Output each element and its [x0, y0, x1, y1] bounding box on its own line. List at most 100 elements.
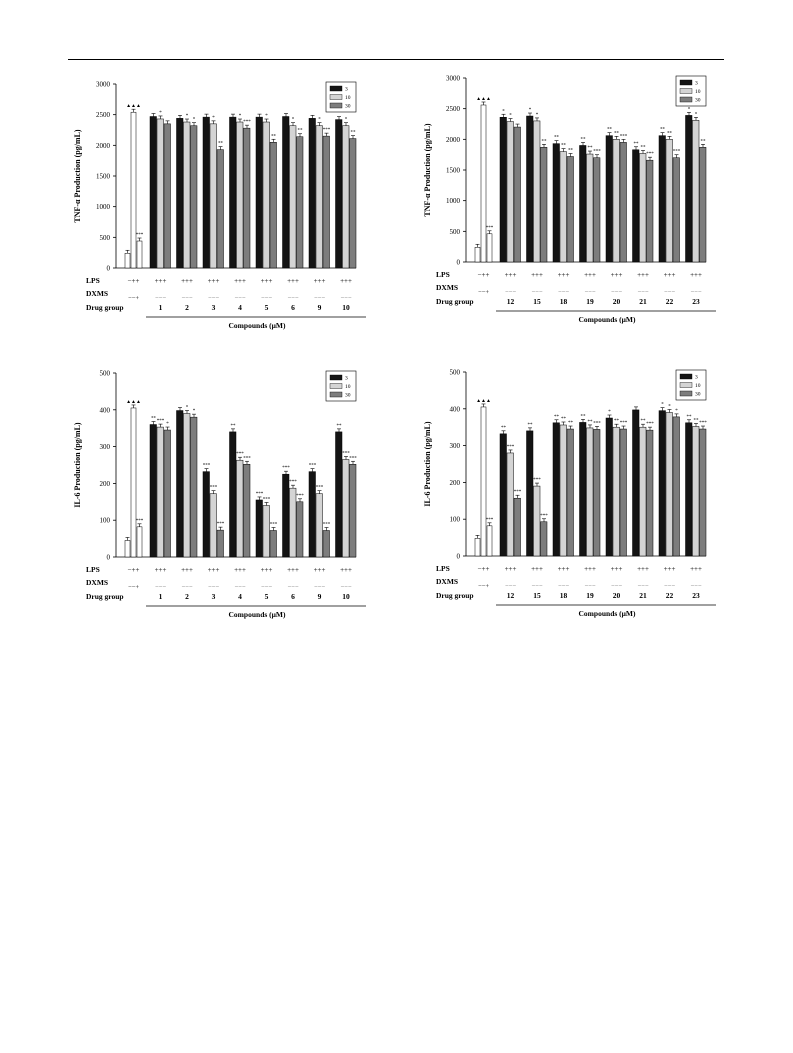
bar-3-19: [579, 145, 587, 263]
significance-mark: **: [588, 146, 594, 151]
control-dxms-value: −−+: [128, 584, 139, 591]
lps-value: +++: [664, 271, 676, 279]
significance-mark: ***: [540, 514, 548, 519]
lps-value: +++: [181, 277, 193, 285]
lps-value: +++: [340, 566, 352, 574]
lps-value: +++: [558, 565, 570, 573]
row-label-dxms: DXMS: [436, 577, 458, 586]
significance-mark: *: [186, 114, 189, 119]
y-tick-label: 500: [450, 369, 461, 377]
legend: 3 10 30: [675, 369, 707, 401]
chart-il6-right: 0 100 200 300 400 500 IL-6 Production (pg/mL) ▲…: [423, 369, 716, 618]
bar-3-2: [176, 118, 184, 269]
dxms-value: −−−: [664, 289, 675, 296]
significance-mark: **: [528, 423, 534, 428]
bar-3-22: [658, 410, 666, 557]
significance-mark: **: [667, 131, 673, 136]
significance-mark: *: [318, 118, 321, 123]
significance-mark: ***: [323, 128, 331, 133]
dxms-value: −−−: [314, 295, 325, 302]
control-bar: [136, 240, 143, 269]
significance-mark: **: [687, 415, 693, 420]
compound-label-6: 6: [291, 303, 295, 312]
legend-label: 30: [345, 104, 351, 110]
legend-label: 10: [345, 384, 351, 390]
bar-3-5: [255, 499, 263, 558]
control-bar: [124, 253, 131, 269]
control-bar: [480, 406, 487, 557]
significance-mark: **: [568, 421, 574, 426]
bar-30-23: [699, 428, 707, 557]
significance-mark: *: [239, 114, 242, 119]
dxms-value: −−−: [341, 584, 352, 591]
row-label-dxms: DXMS: [86, 289, 108, 298]
significance-mark: ***: [136, 233, 144, 238]
bar-10-1: [156, 426, 164, 558]
legend-swatch: [679, 373, 693, 380]
significance-mark: *: [536, 113, 539, 118]
bar-3-23: [685, 422, 693, 557]
compound-label-22: 22: [666, 591, 674, 600]
legend-label: 3: [345, 87, 348, 93]
significance-mark: *: [695, 112, 698, 117]
bar-3-21: [632, 409, 640, 557]
row-label-drug-group: Drug group: [436, 591, 474, 600]
significance-mark: *: [193, 118, 196, 123]
legend-swatch: [329, 374, 343, 381]
significance-mark: **: [607, 128, 613, 133]
y-tick-label: 1500: [96, 173, 111, 181]
bar-3-3: [202, 116, 210, 269]
x-axis-title: Compounds (μM): [229, 610, 286, 619]
bar-3-9: [308, 471, 316, 558]
compound-label-20: 20: [613, 297, 621, 306]
significance-mark: ***: [316, 486, 324, 491]
lps-value: +++: [287, 277, 299, 285]
significance-mark: ***: [646, 422, 654, 427]
bar-3-12: [499, 117, 507, 263]
significance-mark: **: [581, 414, 587, 419]
legend-swatch: [329, 102, 343, 109]
significance-mark: ***: [699, 421, 707, 426]
significance-mark: *: [509, 114, 512, 119]
compound-label-22: 22: [666, 297, 674, 306]
bar-3-18: [552, 422, 560, 557]
bar-10-10: [342, 125, 350, 269]
lps-value: +++: [340, 277, 352, 285]
control-bar: [124, 540, 131, 558]
compound-label-18: 18: [560, 591, 568, 600]
control-bar: [474, 538, 481, 557]
dxms-value: −−−: [288, 584, 299, 591]
dxms-value: −−−: [532, 289, 543, 296]
bar-10-3: [209, 123, 217, 269]
bar-30-3: [216, 149, 224, 269]
dxms-value: −−−: [532, 583, 543, 590]
bar-3-5: [255, 116, 263, 269]
compound-label-10: 10: [342, 592, 350, 601]
significance-mark: **: [614, 419, 620, 424]
significance-mark: ***: [282, 466, 290, 471]
lps-value: +++: [261, 277, 273, 285]
legend-label: 10: [695, 89, 701, 95]
bar-3-20: [605, 417, 613, 557]
legend-label: 3: [695, 81, 698, 87]
control-bar: [486, 233, 493, 263]
y-tick-label: 100: [100, 517, 111, 525]
significance-mark: **: [641, 419, 647, 424]
bar-30-10: [349, 464, 357, 558]
dxms-value: −−−: [155, 584, 166, 591]
row-label-lps: LPS: [86, 276, 100, 285]
compound-label-12: 12: [507, 591, 515, 600]
x-axis-title: Compounds (μM): [579, 609, 636, 618]
bar-3-12: [499, 433, 507, 557]
control-lps-value: −++: [128, 277, 140, 285]
control-dxms-value: −−+: [478, 583, 489, 590]
bar-30-23: [699, 147, 707, 263]
bar-30-3: [216, 529, 224, 558]
lps-value: +++: [234, 277, 246, 285]
significance-mark: *: [345, 118, 348, 123]
legend-swatch: [679, 88, 693, 94]
bar-30-22: [672, 157, 680, 263]
y-tick-label: 2500: [446, 105, 461, 113]
significance-mark: *: [668, 404, 671, 409]
y-axis-title: TNF-α Production (pg/mL): [423, 123, 432, 217]
